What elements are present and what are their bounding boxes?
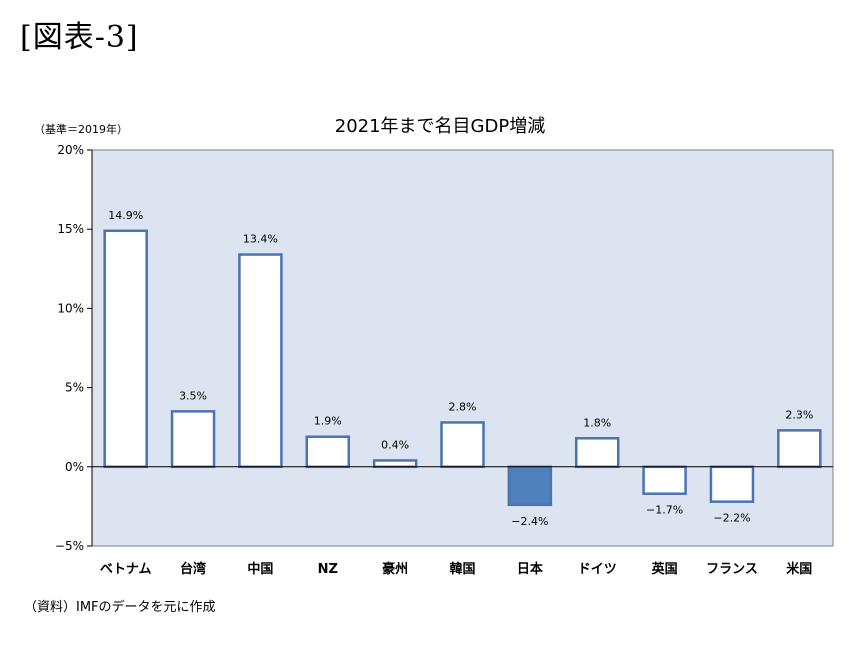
- bar: [103, 229, 148, 469]
- data-label: 1.9%: [314, 415, 342, 428]
- y-tick-label: 5%: [65, 381, 84, 395]
- category-label: フランス: [706, 562, 758, 577]
- category-label: 韓国: [449, 561, 475, 577]
- data-label: 14.9%: [108, 209, 143, 222]
- bars: [92, 229, 833, 507]
- data-label: 2.8%: [449, 400, 477, 413]
- category-label: 豪州: [382, 561, 408, 577]
- y-tick-label: −5%: [55, 539, 84, 553]
- data-label: 0.4%: [381, 438, 409, 451]
- data-label: −2.4%: [511, 515, 548, 528]
- unit-label: （基準＝2019年）: [34, 122, 128, 136]
- bar: [709, 465, 755, 503]
- category-label: NZ: [318, 562, 338, 577]
- category-label: 台湾: [180, 561, 206, 577]
- bar: [238, 253, 283, 469]
- data-label: 13.4%: [243, 233, 278, 246]
- plot-area: [91, 149, 834, 547]
- y-axis: −5% 0% 5% 10% 15% 20%: [55, 143, 93, 553]
- source-note: （資料）IMFのデータを元に作成: [24, 600, 216, 615]
- bar: [372, 459, 418, 469]
- bar: [642, 465, 687, 495]
- data-label: 1.8%: [583, 416, 611, 429]
- data-label: −2.2%: [713, 512, 750, 525]
- bar: [507, 465, 553, 507]
- y-tick-label: 10%: [57, 301, 84, 315]
- category-label: ベトナム: [100, 562, 152, 577]
- chart-title: 2021年まで名目GDP増減: [335, 116, 545, 137]
- data-label: −1.7%: [646, 504, 683, 517]
- category-label: ドイツ: [578, 562, 617, 577]
- bar: [574, 437, 620, 469]
- data-label: 2.3%: [785, 408, 813, 421]
- y-tick-label: 15%: [57, 222, 84, 236]
- category-labels: ベトナム 台湾 中国 NZ 豪州 韓国 日本 ドイツ 英国 フランス 米国: [100, 561, 812, 577]
- y-tick-label: 0%: [65, 460, 84, 474]
- category-label: 英国: [651, 561, 678, 577]
- category-label: 中国: [247, 561, 273, 577]
- bar: [777, 429, 822, 469]
- category-label: 米国: [786, 561, 812, 577]
- y-tick-label: 20%: [57, 143, 84, 157]
- bar: [170, 410, 216, 469]
- bar: [440, 421, 485, 469]
- data-label: 3.5%: [179, 389, 207, 402]
- data-labels: 14.9% 3.5% 13.4% 1.9% 0.4% 2.8% −2.4% 1.8% −1.7%…: [108, 209, 813, 528]
- figure-label: [図表-3]: [20, 20, 139, 55]
- category-label: 日本: [517, 561, 543, 577]
- bar: [305, 435, 351, 469]
